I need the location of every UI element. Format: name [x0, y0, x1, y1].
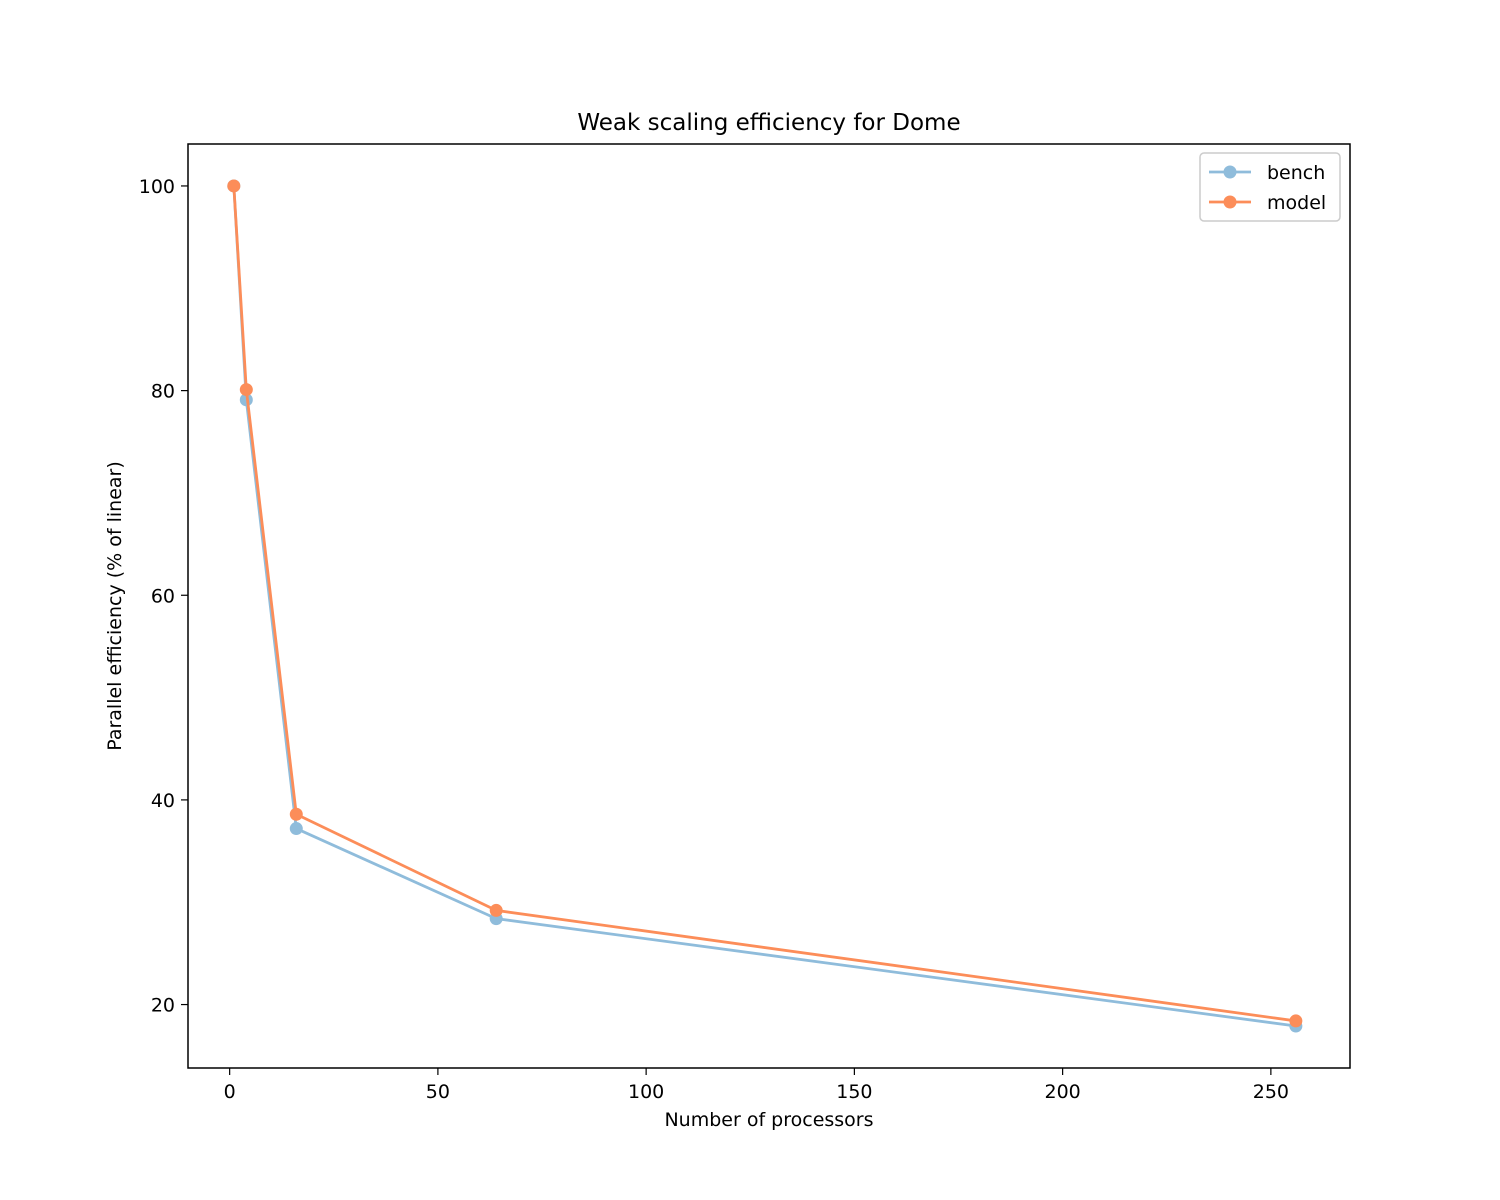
x-tick-label: 100	[628, 1081, 664, 1103]
legend-label: model	[1267, 192, 1326, 214]
legend-item-model: model	[1209, 192, 1326, 214]
data-point-model	[489, 903, 503, 917]
y-axis-title: Parallel efficiency (% of linear)	[104, 461, 126, 751]
data-point-model	[289, 807, 303, 821]
data-point-model	[1289, 1014, 1303, 1028]
series-bench	[227, 179, 1303, 1033]
series-line-bench	[232, 185, 1297, 1028]
legend-marker	[1223, 165, 1237, 179]
chart-title: Weak scaling efficiency for Dome	[577, 110, 960, 136]
x-tick-label: 150	[836, 1081, 872, 1103]
data-point-bench	[289, 822, 303, 836]
x-axis-title: Number of processors	[664, 1109, 873, 1131]
x-axis: 0 50 100 150 200 250	[224, 1068, 1289, 1103]
x-tick-label: 50	[426, 1081, 450, 1103]
y-axis: 20 40 60 80 100	[139, 176, 188, 1017]
x-tick-label: 0	[224, 1081, 236, 1103]
y-tick-label: 20	[151, 995, 175, 1017]
legend-item-bench: bench	[1209, 162, 1325, 184]
series-layer	[227, 179, 1303, 1033]
legend: bench model	[1199, 152, 1341, 222]
data-point-model	[239, 383, 253, 397]
y-tick-label: 80	[151, 381, 175, 403]
plot-frame	[187, 143, 1351, 1069]
y-tick-label: 60	[151, 585, 175, 607]
series-line-model	[232, 185, 1297, 1023]
data-point-model	[227, 179, 241, 193]
legend-label: bench	[1267, 162, 1325, 184]
x-tick-label: 250	[1253, 1081, 1289, 1103]
x-tick-label: 200	[1044, 1081, 1080, 1103]
series-model	[227, 179, 1303, 1028]
legend-marker	[1223, 195, 1237, 209]
y-tick-label: 100	[139, 176, 175, 198]
y-tick-label: 40	[151, 790, 175, 812]
